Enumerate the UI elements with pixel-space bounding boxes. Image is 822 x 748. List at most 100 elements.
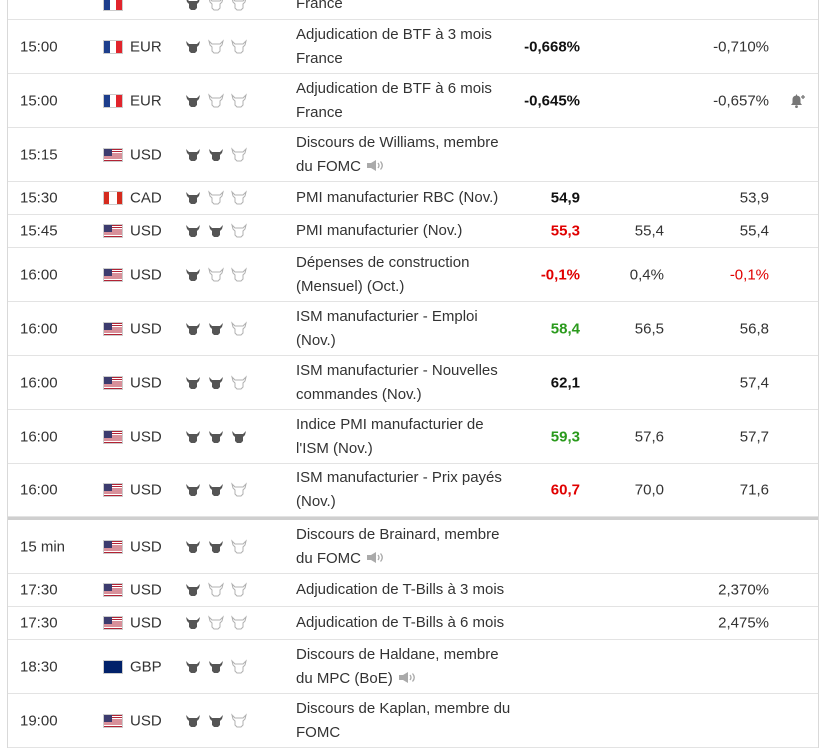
- bull-icon: [186, 584, 200, 596]
- country-flag-icon: [103, 539, 123, 554]
- actual-value: 60,7: [550, 481, 580, 499]
- table-row[interactable]: 19:00 USD Discours de Kaplan, membre du …: [8, 694, 818, 748]
- country-flag-icon: [103, 375, 123, 390]
- event-time: 16:00: [20, 320, 58, 337]
- bull-icon: [231, 658, 247, 673]
- country-flag-icon: [103, 93, 123, 108]
- country-flag-icon: [103, 321, 123, 336]
- speech-icon[interactable]: [365, 551, 387, 564]
- table-row[interactable]: 16:00 USD ISM manufacturier - Prix payés…: [8, 464, 818, 517]
- currency-code: USD: [130, 320, 162, 337]
- country-flag-icon: [103, 616, 123, 630]
- bull-icon: [208, 190, 224, 205]
- event-name[interactable]: PMI manufacturier (Nov.): [296, 219, 516, 243]
- event-name[interactable]: Adjudication de T-Bills à 3 mois: [296, 578, 516, 602]
- bull-icon: [186, 430, 200, 443]
- importance-bulls: [186, 223, 247, 238]
- previous-value: 56,8: [739, 320, 769, 337]
- event-name[interactable]: Discours de Williams, membre du FOMC: [296, 131, 516, 179]
- table-row[interactable]: 18:30 GBP Discours de Haldane, membre du…: [8, 640, 818, 694]
- importance-bulls: [186, 0, 247, 11]
- actual-value: 54,9: [550, 189, 580, 207]
- event-name[interactable]: Discours de Brainard, membre du FOMC: [296, 523, 516, 571]
- table-row[interactable]: 15:00 EUR Adjudication de BTF à 3 mois F…: [8, 20, 818, 74]
- table-row[interactable]: 15:30 CAD PMI manufacturier RBC (Nov.) 5…: [8, 182, 818, 215]
- event-name[interactable]: Adjudication de BTF à 6 mois France: [296, 77, 516, 125]
- previous-value: 57,4: [739, 374, 769, 391]
- bull-icon: [208, 266, 224, 281]
- event-name-text: Discours de Kaplan, membre du FOMC: [296, 699, 511, 741]
- table-row[interactable]: 17:30 USD Adjudication de T-Bills à 3 mo…: [8, 574, 818, 607]
- currency-code: EUR: [130, 38, 162, 55]
- bull-icon: [209, 225, 223, 237]
- event-name[interactable]: Indice PMI manufacturier de l'ISM (Nov.): [296, 413, 516, 461]
- table-row[interactable]: 16:00 USD Indice PMI manufacturier de l'…: [8, 410, 818, 464]
- event-name[interactable]: France: [296, 0, 516, 16]
- importance-bulls: [186, 538, 247, 553]
- forecast-value: 0,4%: [629, 266, 664, 283]
- bull-icon: [209, 660, 223, 673]
- country-flag-icon: [103, 429, 123, 444]
- table-row[interactable]: 15 min USD Discours de Brainard, membre …: [8, 517, 818, 574]
- event-name-text: ISM manufacturier - Emploi (Nov.): [296, 307, 478, 349]
- bull-icon: [186, 660, 200, 673]
- event-name[interactable]: Adjudication de BTF à 3 mois France: [296, 23, 516, 71]
- bull-icon: [186, 268, 200, 281]
- importance-bulls: [186, 374, 247, 389]
- previous-value: -0,657%: [713, 92, 769, 109]
- bull-icon: [186, 40, 200, 53]
- bull-icon: [231, 223, 247, 238]
- event-name-text: ISM manufacturier - Nouvelles commandes …: [296, 361, 498, 403]
- event-name[interactable]: ISM manufacturier - Nouvelles commandes …: [296, 359, 516, 407]
- currency-code: USD: [130, 581, 162, 599]
- table-row[interactable]: 16:00 USD ISM manufacturier - Emploi (No…: [8, 302, 818, 356]
- bull-icon: [231, 146, 247, 161]
- country-flag-icon: [103, 191, 123, 205]
- bull-icon: [186, 94, 200, 107]
- table-row[interactable]: 15:00 EUR Adjudication de BTF à 6 mois F…: [8, 74, 818, 128]
- event-name-text: PMI manufacturier RBC (Nov.): [296, 189, 499, 206]
- table-row[interactable]: 17:30 USD Adjudication de T-Bills à 6 mo…: [8, 607, 818, 640]
- event-name-text: Indice PMI manufacturier de l'ISM (Nov.): [296, 415, 484, 457]
- currency-code: USD: [130, 428, 162, 445]
- importance-bulls: [186, 482, 247, 497]
- event-name[interactable]: Discours de Kaplan, membre du FOMC: [296, 697, 516, 745]
- bull-icon: [186, 322, 200, 335]
- bull-icon: [231, 712, 247, 727]
- forecast-value: 56,5: [634, 320, 664, 337]
- event-time: 15:15: [20, 146, 58, 163]
- bull-icon: [209, 484, 223, 496]
- economic-calendar-table: France 15:00 EUR Adjudication de BTF à 3…: [7, 0, 819, 748]
- bull-icon: [231, 538, 247, 553]
- event-time: 17:30: [20, 614, 58, 632]
- actual-value: 58,4: [550, 320, 580, 337]
- forecast-value: 57,6: [634, 428, 664, 445]
- event-name-text: PMI manufacturier (Nov.): [296, 222, 463, 239]
- table-row[interactable]: 16:00 USD ISM manufacturier - Nouvelles …: [8, 356, 818, 410]
- bull-icon: [232, 430, 246, 443]
- table-row[interactable]: 15:15 USD Discours de Williams, membre d…: [8, 128, 818, 182]
- importance-bulls: [186, 658, 247, 673]
- table-row[interactable]: France: [8, 0, 818, 20]
- event-name[interactable]: ISM manufacturier - Prix payés (Nov.): [296, 466, 516, 514]
- speech-icon[interactable]: [365, 159, 387, 172]
- add-alert-bell-icon[interactable]: [788, 92, 806, 110]
- event-time: 15:30: [20, 189, 58, 207]
- event-time: 18:30: [20, 658, 58, 675]
- event-name[interactable]: Dépenses de construction (Mensuel) (Oct.…: [296, 251, 516, 299]
- bull-icon: [208, 582, 224, 597]
- event-time: 15:45: [20, 222, 58, 240]
- table-row[interactable]: 16:00 USD Dépenses de construction (Mens…: [8, 248, 818, 302]
- table-row[interactable]: 15:45 USD PMI manufacturier (Nov.) 55,3 …: [8, 215, 818, 248]
- event-name-text: Discours de Williams, membre du FOMC: [296, 133, 499, 175]
- event-name[interactable]: Adjudication de T-Bills à 6 mois: [296, 611, 516, 635]
- bull-icon: [209, 540, 223, 553]
- event-name[interactable]: ISM manufacturier - Emploi (Nov.): [296, 305, 516, 353]
- previous-value: -0,1%: [729, 266, 769, 283]
- currency-code: EUR: [130, 92, 162, 109]
- event-name[interactable]: Discours de Haldane, membre du MPC (BoE): [296, 643, 516, 691]
- speech-icon[interactable]: [397, 671, 419, 684]
- country-flag-icon: [103, 224, 123, 238]
- event-name[interactable]: PMI manufacturier RBC (Nov.): [296, 186, 516, 210]
- event-name-text: France: [296, 0, 343, 12]
